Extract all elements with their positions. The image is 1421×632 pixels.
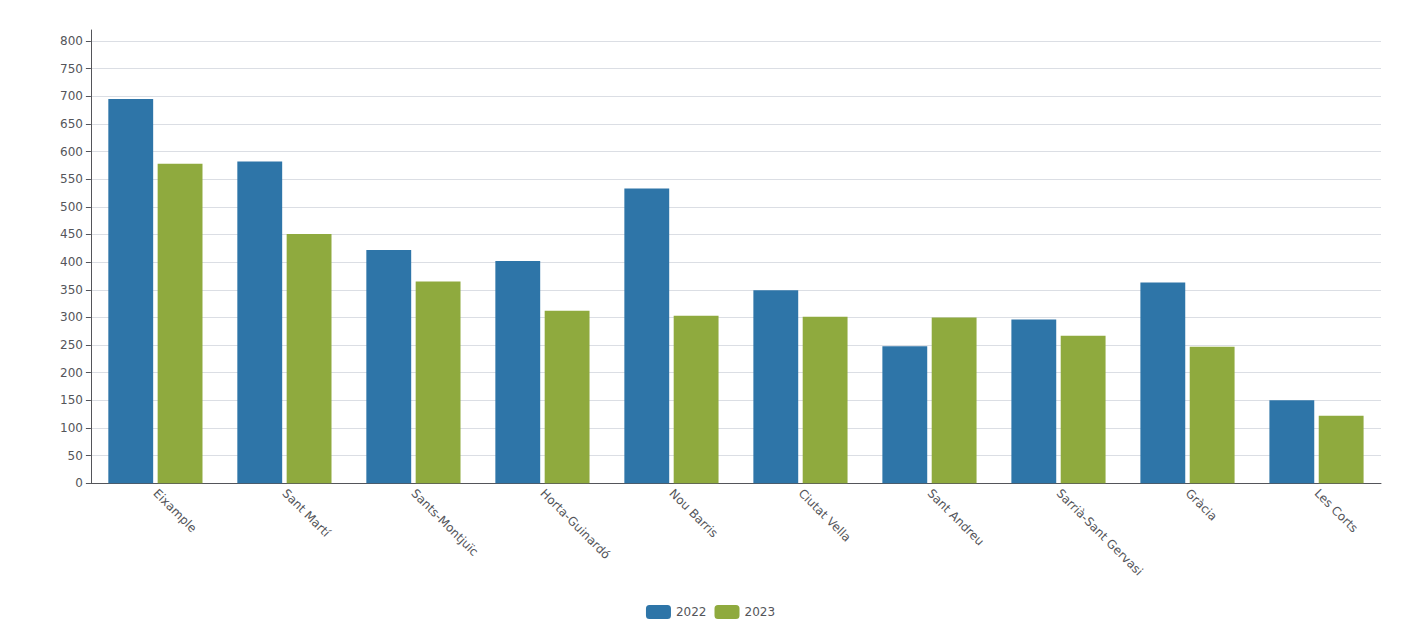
svg-text:0: 0 <box>75 476 83 490</box>
svg-text:550: 550 <box>60 172 83 186</box>
svg-text:750: 750 <box>60 62 83 76</box>
svg-text:400: 400 <box>60 255 83 269</box>
svg-text:500: 500 <box>60 200 83 214</box>
svg-text:300: 300 <box>60 310 83 324</box>
svg-text:600: 600 <box>60 145 83 159</box>
svg-text:450: 450 <box>60 227 83 241</box>
svg-text:650: 650 <box>60 117 83 131</box>
svg-text:150: 150 <box>60 393 83 407</box>
svg-text:100: 100 <box>60 421 83 435</box>
svg-text:Sant Andreu: Sant Andreu <box>925 486 987 548</box>
svg-text:800: 800 <box>60 34 83 48</box>
svg-text:Les Corts: Les Corts <box>1312 486 1361 535</box>
svg-text:200: 200 <box>60 366 83 380</box>
svg-text:2022: 2022 <box>676 605 707 619</box>
svg-text:50: 50 <box>68 449 83 463</box>
svg-text:Sarrià-Sant Gervasi: Sarrià-Sant Gervasi <box>1054 486 1146 578</box>
svg-text:2023: 2023 <box>745 605 776 619</box>
svg-text:Horta-Guinardó: Horta-Guinardó <box>537 486 613 562</box>
svg-text:Eixample: Eixample <box>150 486 199 535</box>
svg-text:Sants-Montjuïc: Sants-Montjuïc <box>408 486 481 559</box>
svg-text:250: 250 <box>60 338 83 352</box>
svg-text:350: 350 <box>60 283 83 297</box>
svg-text:700: 700 <box>60 89 83 103</box>
svg-text:Gràcia: Gràcia <box>1183 486 1220 523</box>
svg-text:Ciutat Vella: Ciutat Vella <box>796 486 854 544</box>
svg-text:Sant Martí: Sant Martí <box>279 486 333 540</box>
svg-text:Nou Barris: Nou Barris <box>666 486 720 540</box>
